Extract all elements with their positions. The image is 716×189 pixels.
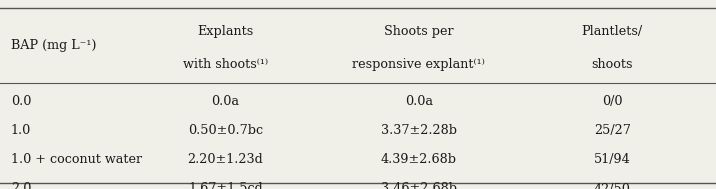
Text: Plantlets/: Plantlets/	[581, 25, 643, 38]
Text: with shoots⁽¹⁾: with shoots⁽¹⁾	[183, 58, 268, 71]
Text: 1.0: 1.0	[11, 124, 31, 137]
Text: 25/27: 25/27	[594, 124, 631, 137]
Text: BAP (mg L⁻¹): BAP (mg L⁻¹)	[11, 39, 96, 52]
Text: 0.0a: 0.0a	[211, 95, 240, 108]
Text: 0.0a: 0.0a	[405, 95, 433, 108]
Text: 2.0: 2.0	[11, 183, 31, 189]
Text: shoots: shoots	[591, 58, 633, 71]
Text: Explants: Explants	[198, 25, 253, 38]
Text: 0/0: 0/0	[602, 95, 622, 108]
Text: 51/94: 51/94	[594, 153, 631, 166]
Text: Shoots per: Shoots per	[384, 25, 454, 38]
Text: 0.0: 0.0	[11, 95, 31, 108]
Text: 2.20±1.23d: 2.20±1.23d	[188, 153, 263, 166]
Text: 1.67±1.5cd: 1.67±1.5cd	[188, 183, 263, 189]
Text: 3.37±2.28b: 3.37±2.28b	[381, 124, 457, 137]
Text: 3.46±2.68b: 3.46±2.68b	[381, 183, 457, 189]
Text: 0.50±0.7bc: 0.50±0.7bc	[188, 124, 263, 137]
Text: responsive explant⁽¹⁾: responsive explant⁽¹⁾	[352, 58, 485, 71]
Text: 42/50: 42/50	[594, 183, 631, 189]
Text: 4.39±2.68b: 4.39±2.68b	[381, 153, 457, 166]
Text: 1.0 + coconut water: 1.0 + coconut water	[11, 153, 142, 166]
